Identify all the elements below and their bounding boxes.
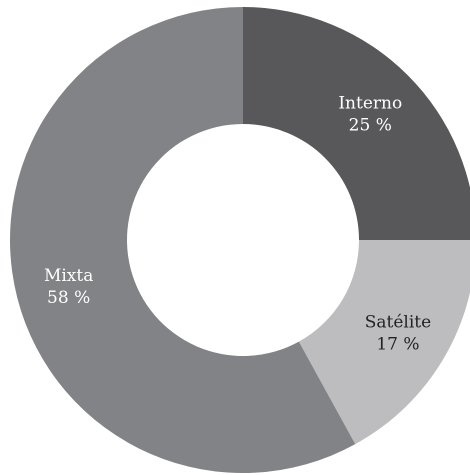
slice-satelite (298, 240, 470, 445)
slice-value-label: 17 % (376, 335, 419, 355)
slice-value-label: 58 % (47, 288, 90, 308)
slice-group (9, 7, 470, 473)
slice-mixta (9, 7, 356, 473)
slice-label: Mixta (44, 266, 93, 286)
slice-label: Interno (338, 94, 402, 114)
slice-interno (243, 7, 470, 240)
slice-label: Satélite (365, 313, 431, 333)
slice-value-label: 25 % (349, 116, 392, 136)
